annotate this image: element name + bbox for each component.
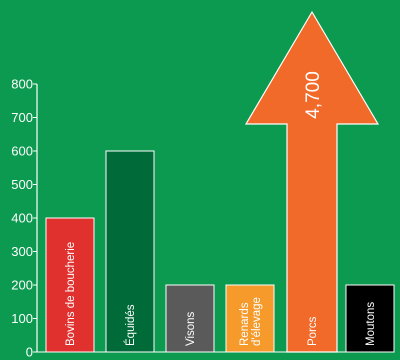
y-tick-label: 500 — [11, 177, 33, 192]
category-label: Renards — [239, 302, 251, 346]
category-label: d'élevage — [251, 297, 263, 346]
y-tick-label: 100 — [11, 311, 33, 326]
bar — [105, 150, 155, 353]
y-tick-label: 300 — [11, 244, 33, 259]
y-tick-label: 400 — [11, 211, 33, 226]
arrow-bar — [244, 10, 380, 353]
category-label: Visons — [185, 311, 197, 346]
y-tick-label: 200 — [11, 278, 33, 293]
y-tick-label: 800 — [11, 77, 33, 92]
data-label: 4,700 — [303, 71, 324, 119]
y-tick-label: 600 — [11, 144, 33, 159]
category-label: Bovins de boucherie — [65, 242, 77, 346]
y-tick-label: 0 — [26, 345, 33, 360]
category-label: Équidés — [124, 304, 137, 346]
category-label: Porcs — [307, 316, 319, 346]
category-label: Moutons — [365, 302, 377, 346]
bar — [345, 284, 395, 353]
bar — [225, 284, 275, 353]
y-tick-label: 700 — [11, 110, 33, 125]
bar — [45, 217, 95, 353]
bar — [165, 284, 215, 353]
